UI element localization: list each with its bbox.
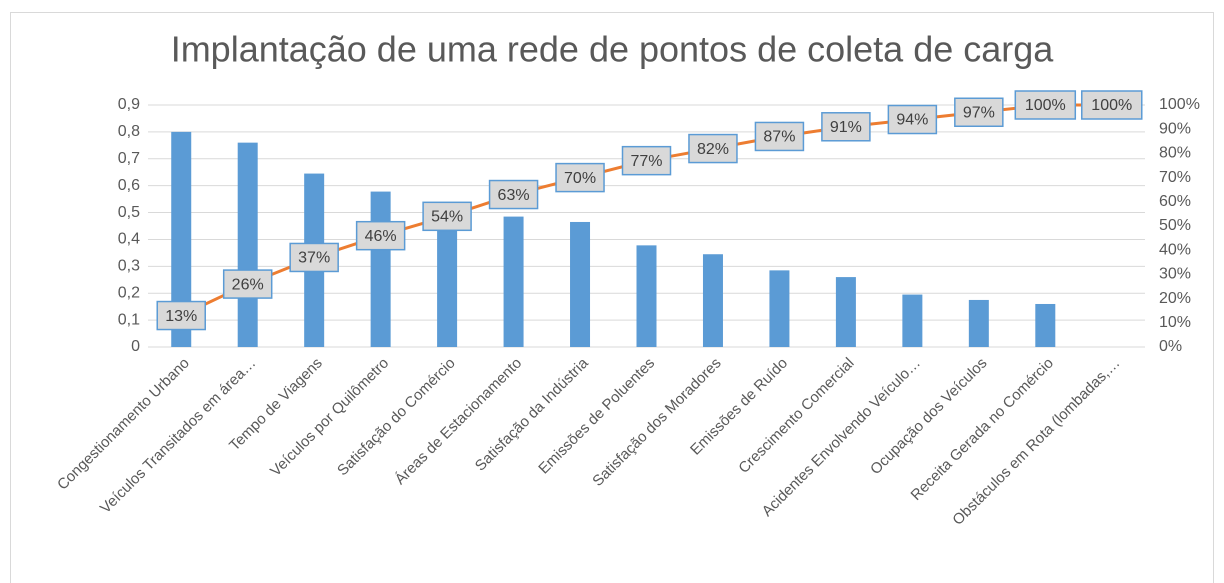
- data-label-box: [754, 121, 805, 152]
- data-label: 63%: [498, 187, 530, 204]
- data-label-box: [821, 112, 871, 142]
- data-label-box: [688, 133, 738, 164]
- data-label-box: [954, 97, 1004, 128]
- data-label: 91%: [830, 119, 862, 136]
- y-tick-label: 0: [131, 338, 140, 355]
- data-label-box: [222, 269, 273, 299]
- data-label-box: [355, 220, 406, 251]
- bar: [835, 277, 856, 347]
- y-tick-label: 0,2: [118, 284, 140, 301]
- data-label-box: [422, 201, 472, 232]
- y2-tick-label: 20%: [1159, 290, 1191, 307]
- data-label: 97%: [963, 104, 995, 121]
- y2-tick-label: 0%: [1159, 338, 1182, 355]
- bar: [570, 221, 591, 347]
- bar: [171, 131, 192, 347]
- y2-tick-label: 10%: [1159, 314, 1191, 331]
- bar: [437, 212, 458, 347]
- bar: [237, 142, 258, 347]
- y-tick-label: 0,4: [118, 231, 140, 248]
- y2-tick-label: 80%: [1159, 145, 1191, 162]
- data-label: 70%: [564, 170, 596, 187]
- chart-title: Implantação de uma rede de pontos de col…: [171, 29, 1055, 70]
- y2-tick-label: 40%: [1159, 241, 1191, 258]
- data-label-box: [1081, 90, 1143, 120]
- bar: [636, 245, 657, 347]
- bar: [1035, 303, 1056, 347]
- data-label: 82%: [697, 141, 729, 158]
- bar: [370, 191, 391, 347]
- y2-tick-label: 30%: [1159, 266, 1191, 283]
- y2-tick-label: 100%: [1159, 96, 1200, 113]
- data-label: 87%: [763, 129, 795, 146]
- bar: [769, 270, 790, 347]
- data-label: 77%: [630, 153, 662, 170]
- y-tick-label: 0,3: [118, 258, 140, 275]
- data-label-box: [289, 242, 339, 273]
- data-label: 100%: [1025, 97, 1066, 114]
- y-tick-label: 0,9: [118, 96, 140, 113]
- data-label: 94%: [896, 112, 928, 129]
- y2-tick-label: 90%: [1159, 120, 1191, 137]
- data-label-box: [1014, 90, 1077, 120]
- data-label: 100%: [1091, 97, 1132, 114]
- y-tick-label: 0,8: [118, 123, 140, 140]
- data-label-box: [555, 162, 605, 193]
- bar: [503, 216, 524, 347]
- data-label-box: [488, 179, 539, 210]
- y2-tick-label: 70%: [1159, 169, 1191, 186]
- data-label: 46%: [365, 228, 397, 245]
- y-tick-label: 0,5: [118, 204, 140, 221]
- data-label: 13%: [165, 308, 197, 325]
- y-tick-label: 0,7: [118, 150, 140, 167]
- data-label: 37%: [298, 250, 330, 267]
- data-label-box: [887, 104, 938, 135]
- data-label-box: [621, 145, 672, 176]
- bar: [702, 254, 723, 347]
- y2-tick-label: 60%: [1159, 193, 1191, 210]
- y-tick-label: 0,6: [118, 177, 140, 194]
- bar: [968, 299, 989, 347]
- y-tick-label: 0,1: [118, 311, 140, 328]
- data-label-box: [156, 300, 206, 331]
- y2-tick-label: 50%: [1159, 217, 1191, 234]
- data-label: 26%: [232, 276, 264, 293]
- bar: [902, 294, 923, 347]
- data-label: 54%: [431, 209, 463, 226]
